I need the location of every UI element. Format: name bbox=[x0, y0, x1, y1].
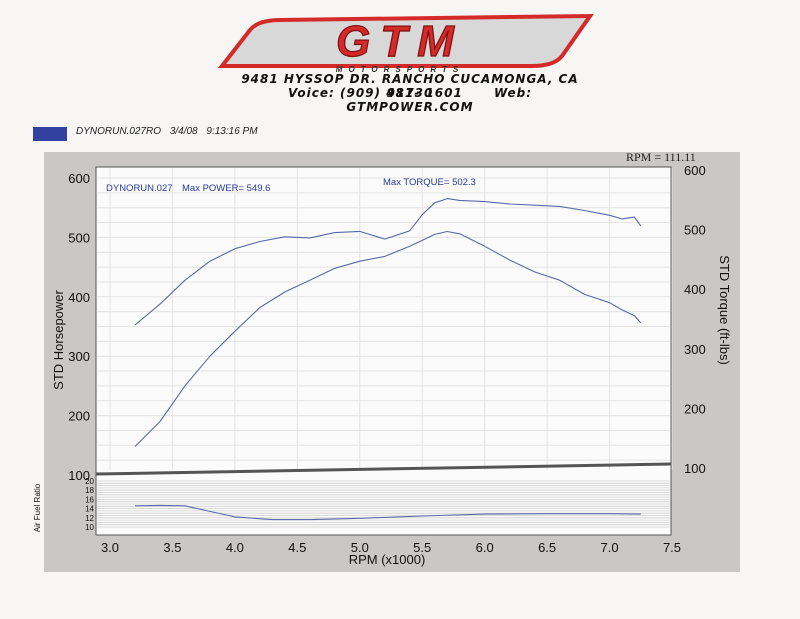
y-axis-title-right: STD Torque (ft-lbs) bbox=[717, 255, 732, 365]
y-tick-right: 100 bbox=[684, 461, 706, 476]
y-tick-left: 600 bbox=[68, 171, 90, 186]
y-tick-right: 600 bbox=[684, 163, 706, 178]
x-axis-ticks: 3.0 3.5 4.0 4.5 5.0 5.5 6.0 6.5 7.0 7.5 bbox=[101, 540, 681, 555]
y-tick-left: 100 bbox=[68, 468, 90, 483]
afr-axis-title: Air Fuel Ratio bbox=[33, 483, 42, 532]
website: Web: GTMPOWER.COM bbox=[346, 86, 532, 114]
x-tick: 4.5 bbox=[288, 540, 306, 555]
x-tick: 5.5 bbox=[413, 540, 431, 555]
logo-swoosh bbox=[217, 13, 594, 68]
contact-line: Voice: (909) 481- 1601 Web: GTMPOWER.COM bbox=[225, 86, 595, 114]
left-axis-ticks: 600 500 400 300 200 100 bbox=[68, 171, 90, 483]
address: 9481 HYSSOP DR. RANCHO CUCAMONGA, CA 917… bbox=[241, 72, 579, 100]
x-tick: 4.0 bbox=[226, 540, 244, 555]
y-tick-right: 200 bbox=[684, 401, 706, 416]
right-axis-ticks: 600 500 400 300 200 100 bbox=[684, 163, 706, 476]
run-color-swatch bbox=[33, 127, 67, 141]
afr-tick: 20 bbox=[85, 477, 94, 486]
series-lines bbox=[134, 198, 642, 521]
horsepower-line bbox=[134, 230, 642, 447]
grid-lines bbox=[97, 168, 673, 528]
x-tick: 3.0 bbox=[101, 540, 119, 555]
afr-tick: 10 bbox=[85, 523, 94, 532]
x-tick: 6.0 bbox=[476, 540, 494, 555]
x-tick: 5.0 bbox=[351, 540, 369, 555]
air-fuel-ratio-line bbox=[134, 504, 641, 521]
afr-tick: 18 bbox=[85, 486, 94, 495]
torque-line bbox=[134, 198, 642, 326]
y-tick-left: 500 bbox=[68, 230, 90, 245]
y-tick-left: 400 bbox=[68, 290, 90, 305]
run-file: DYNORUN.027RO bbox=[76, 126, 162, 137]
y-tick-left: 200 bbox=[68, 409, 90, 424]
x-tick: 7.0 bbox=[601, 540, 619, 555]
x-tick: 6.5 bbox=[538, 540, 556, 555]
y-tick-left: 300 bbox=[68, 349, 90, 364]
y-axis-title-left: STD Horsepower bbox=[51, 289, 66, 389]
x-tick: 7.5 bbox=[663, 540, 681, 555]
run-time: 9:13:16 PM bbox=[206, 126, 258, 137]
y-tick-right: 500 bbox=[684, 223, 706, 238]
logo-letters: GTM bbox=[336, 17, 464, 66]
run-date: 3/4/08 bbox=[169, 126, 198, 137]
max-power-annotation: Max POWER= 549.6 bbox=[182, 183, 270, 194]
afr-tick: 16 bbox=[85, 495, 94, 504]
voice-number: Voice: (909) 481- 1601 bbox=[288, 86, 463, 100]
run-name-annotation: DYNORUN.027 bbox=[106, 183, 173, 194]
max-torque-annotation: Max TORQUE= 502.3 bbox=[383, 177, 476, 188]
y-tick-right: 400 bbox=[684, 282, 706, 297]
panel-divider bbox=[95, 462, 672, 476]
x-tick: 3.5 bbox=[163, 540, 181, 555]
rpm-readout: RPM = 111.11 bbox=[626, 150, 696, 164]
run-legend: DYNORUN.027RO 3/4/08 9:13:16 PM bbox=[76, 126, 258, 137]
gtm-logo: GTM MOTORSPORTS bbox=[217, 13, 594, 74]
y-tick-right: 300 bbox=[684, 342, 706, 357]
x-axis-title: RPM (x1000) bbox=[349, 552, 426, 567]
logo-subtext: MOTORSPORTS bbox=[336, 65, 464, 74]
afr-tick: 12 bbox=[85, 514, 94, 523]
afr-tick: 14 bbox=[85, 505, 94, 514]
